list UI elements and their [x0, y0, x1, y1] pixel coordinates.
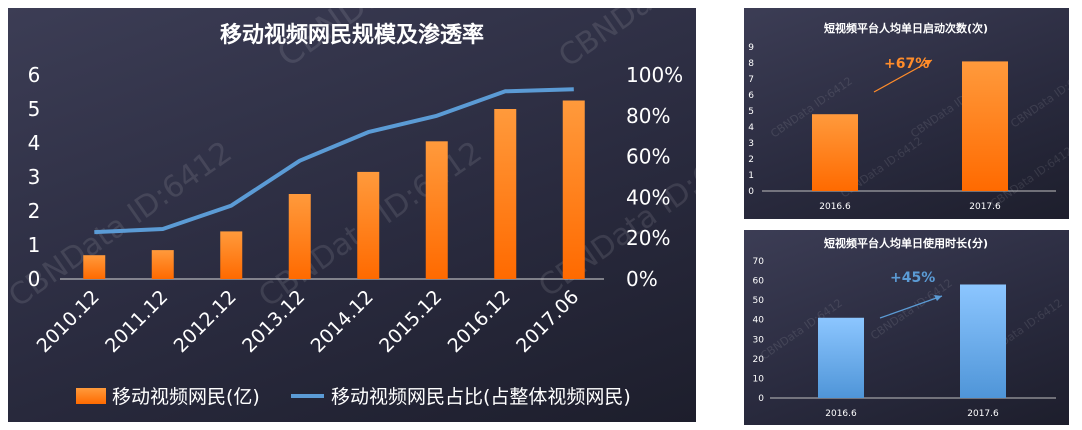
right-axis-tick-label: 0%	[626, 267, 658, 291]
bar	[220, 231, 243, 279]
y-axis-tick-label: 6	[748, 91, 754, 101]
y-axis-tick-label: 3	[748, 139, 754, 149]
bar	[151, 250, 174, 279]
x-axis-tick-label: 2012.12	[170, 286, 241, 357]
launches-chart-panel: CBNData ID:6412 CBNData ID:6412 CBNData ID…	[744, 8, 1069, 219]
bar	[425, 141, 448, 279]
y-axis-tick-label: 8	[748, 59, 754, 69]
legend-bar-swatch	[76, 388, 106, 404]
y-axis-tick-label: 9	[748, 43, 754, 53]
right-axis-tick-label: 60%	[626, 145, 670, 169]
y-axis-tick-label: 2	[748, 155, 754, 165]
y-axis-tick-label: 60	[753, 277, 765, 287]
bar	[83, 255, 106, 279]
main-chart-title: 移动视频网民规模及渗透率	[220, 22, 484, 48]
legend-line-label: 移动视频网民占比(占整体视频网民)	[331, 386, 631, 408]
bar	[357, 171, 380, 279]
x-axis-tick-label: 2011.12	[101, 286, 172, 357]
left-axis-tick-label: 1	[28, 233, 41, 257]
bar	[812, 114, 858, 191]
watermark-text: CBNData ID:6412	[1008, 64, 1069, 130]
y-axis-tick-label: 0	[758, 394, 764, 404]
bar	[962, 61, 1008, 192]
x-axis-tick-label: 2016.6	[819, 202, 851, 212]
duration-chart-panel: CBNData ID:6412 CBNData ID:6412 CBNData ID…	[744, 230, 1069, 425]
main-share-line	[94, 87, 574, 235]
right-axis-tick-label: 100%	[626, 63, 683, 87]
bar	[818, 317, 864, 398]
legend-bar-label: 移动视频网民(亿)	[112, 386, 260, 408]
x-axis-tick-label: 2016.12	[444, 286, 515, 357]
launches-growth-arrow	[873, 59, 933, 93]
x-axis-tick-label: 2014.12	[307, 286, 378, 357]
launches-growth-label: +67%	[884, 56, 929, 72]
x-axis-tick-label: 2017.6	[969, 202, 1001, 212]
watermark-text: CBNData ID:6412	[533, 125, 696, 305]
launches-arrow-head	[924, 60, 932, 66]
y-axis-tick-label: 50	[753, 296, 765, 306]
duration-growth-label: +45%	[890, 270, 935, 286]
main-legend: 移动视频网民(亿) 移动视频网民占比(占整体视频网民)	[76, 386, 631, 408]
bar	[562, 100, 585, 279]
left-axis-tick-label: 2	[28, 199, 41, 223]
x-axis-tick-label: 2017.6	[967, 409, 999, 419]
right-axis-tick-label: 40%	[626, 185, 670, 209]
launches-chart-title: 短视频平台人均单日启动次数(次)	[824, 21, 988, 35]
y-axis-tick-label: 30	[753, 335, 765, 345]
right-axis-tick-label: 20%	[626, 226, 670, 250]
duration-chart-svg: CBNData ID:6412 CBNData ID:6412 CBNData ID…	[753, 236, 1065, 419]
y-axis-tick-label: 10	[753, 374, 765, 384]
y-axis-tick-label: 70	[753, 257, 765, 267]
y-axis-tick-label: 0	[748, 187, 754, 197]
right-axis-tick-label: 80%	[626, 104, 670, 128]
left-axis-tick-label: 5	[28, 97, 41, 121]
y-axis-tick-label: 4	[748, 123, 754, 133]
left-axis-tick-label: 0	[28, 267, 41, 291]
y-axis-tick-label: 20	[753, 355, 765, 365]
duration-chart-title: 短视频平台人均单日使用时长(分)	[824, 236, 988, 250]
duration-arrow-head	[934, 295, 942, 301]
duration-growth-arrow	[879, 295, 943, 319]
bar	[960, 284, 1006, 398]
watermark-text: CBNData ID:6412	[868, 276, 955, 342]
x-axis-tick-label: 2015.12	[375, 286, 446, 357]
y-axis-tick-label: 7	[748, 75, 754, 85]
watermark-text: CBNData ID:6412	[8, 135, 238, 315]
left-axis-tick-label: 4	[28, 131, 41, 155]
left-axis-tick-label: 6	[28, 63, 41, 87]
y-axis-tick-label: 1	[748, 171, 754, 181]
y-axis-tick-label: 40	[753, 316, 765, 326]
bar	[494, 109, 517, 279]
left-axis-tick-label: 3	[28, 165, 41, 189]
y-axis-tick-label: 5	[748, 107, 754, 117]
bar	[288, 194, 311, 279]
x-axis-tick-label: 2016.6	[825, 409, 857, 419]
